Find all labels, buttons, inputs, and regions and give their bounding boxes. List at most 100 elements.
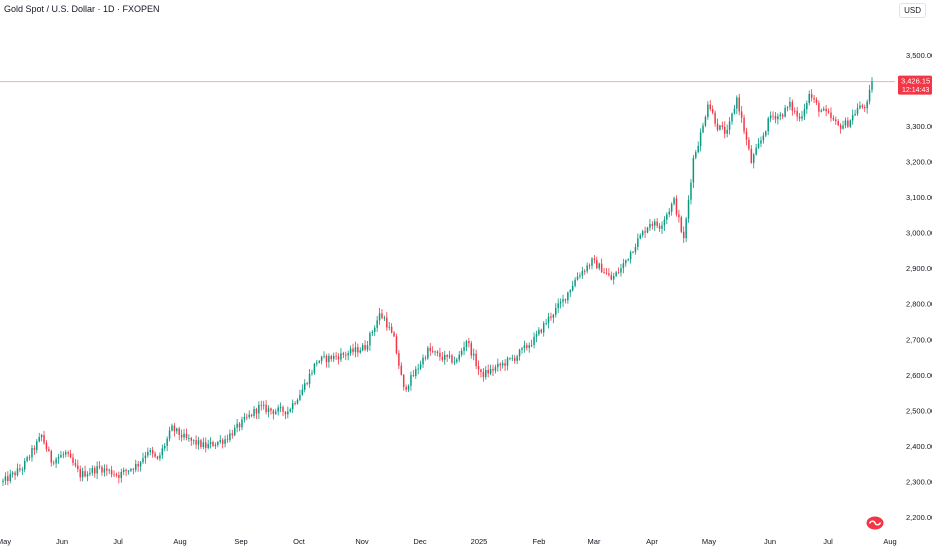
- y-tick-label: 2,500.00: [906, 406, 932, 415]
- candle-body: [661, 225, 663, 229]
- candle-body: [791, 101, 794, 111]
- candle-body: [345, 354, 347, 356]
- candle-body: [774, 115, 777, 120]
- candle-body: [282, 407, 284, 412]
- candle-body: [139, 462, 142, 467]
- candle-body: [830, 112, 832, 119]
- candle-body: [748, 139, 750, 149]
- x-tick-label: May: [0, 537, 11, 546]
- price-axis[interactable]: 2,200.00 2,300.00 2,400.00 2,500.00 2,600.00…: [906, 51, 932, 522]
- candle-body: [596, 259, 598, 269]
- candle-body: [762, 135, 765, 141]
- x-tick-label: Jun: [56, 537, 68, 546]
- currency-button[interactable]: USD: [899, 3, 926, 18]
- candle-body: [335, 355, 337, 357]
- candle-body: [371, 331, 374, 334]
- candle-body: [115, 474, 118, 476]
- candle-body: [591, 258, 593, 266]
- candle-body: [813, 97, 815, 100]
- candle-body: [427, 347, 429, 359]
- candle-body: [528, 345, 530, 348]
- candle-body: [835, 119, 837, 121]
- candle-body: [52, 462, 55, 464]
- candle-body: [163, 445, 166, 449]
- candle-body: [794, 110, 796, 112]
- candle-body: [443, 354, 446, 360]
- candle-body: [808, 94, 810, 103]
- candle-body: [868, 89, 871, 102]
- candle-body: [504, 363, 506, 366]
- candle-body: [270, 408, 272, 411]
- candle-body: [803, 109, 806, 117]
- candle-body: [260, 404, 263, 406]
- candle-body: [279, 407, 282, 408]
- candle-body: [837, 120, 839, 126]
- candle-body: [779, 114, 782, 117]
- candle-body: [571, 285, 574, 291]
- candle-body: [434, 351, 436, 353]
- candle-body: [422, 357, 424, 365]
- candle-body: [342, 353, 345, 355]
- candle-body: [586, 265, 588, 272]
- candle-body: [243, 416, 246, 420]
- candle-body: [98, 466, 101, 468]
- y-tick-label: 3,100.00: [906, 193, 932, 202]
- candle-body: [110, 469, 113, 475]
- candle-body: [487, 369, 489, 374]
- candle-body: [436, 351, 439, 353]
- candle-body: [750, 148, 753, 163]
- candle-body: [654, 221, 656, 226]
- candle-body: [634, 247, 637, 252]
- candle-body: [161, 448, 164, 456]
- candle-body: [205, 442, 207, 448]
- candle-body: [337, 356, 340, 360]
- candle-body: [501, 363, 504, 366]
- candle-body: [347, 353, 349, 356]
- x-tick-label: 2025: [471, 537, 488, 546]
- candle-body: [733, 108, 736, 114]
- candle-body: [197, 440, 200, 445]
- candle-body: [765, 131, 767, 136]
- candle-body: [699, 132, 702, 147]
- candle-body: [714, 112, 716, 124]
- price-tag-box: [898, 75, 932, 95]
- candle-body: [731, 113, 733, 122]
- candle-body: [217, 442, 219, 445]
- candle-body: [106, 468, 108, 471]
- candle-body: [456, 359, 458, 362]
- candle-body: [357, 347, 359, 353]
- candle-body: [859, 105, 861, 109]
- candle-body: [383, 317, 386, 319]
- candle-body: [258, 404, 260, 414]
- candle-body: [562, 299, 564, 302]
- candle-body: [412, 375, 415, 376]
- candle-body: [125, 469, 127, 472]
- candle-body: [45, 442, 48, 450]
- candle-body: [552, 314, 555, 318]
- time-axis[interactable]: May Jun Jul Aug Sep Oct Nov Dec 2025 Feb Mar Apr May…: [0, 537, 897, 546]
- candle-body: [207, 444, 209, 448]
- candle-body: [359, 350, 362, 353]
- candle-body: [405, 386, 407, 390]
- candle-body: [364, 345, 366, 350]
- candle-body: [827, 111, 830, 113]
- tradingview-logo-icon[interactable]: [866, 516, 884, 530]
- candle-body: [497, 363, 499, 368]
- candle-body: [209, 442, 212, 445]
- candle-body: [605, 272, 608, 274]
- candle-body: [692, 157, 695, 183]
- candle-body: [291, 403, 294, 410]
- candle-body: [200, 440, 202, 447]
- candle-body: [617, 272, 620, 274]
- candle-body: [711, 109, 714, 113]
- candle-body: [475, 353, 477, 367]
- y-tick-label: 2,300.00: [906, 478, 932, 487]
- candle-body: [224, 439, 226, 444]
- candle-body: [637, 238, 639, 248]
- candle-body: [308, 373, 311, 384]
- candle-body: [43, 435, 45, 443]
- candle-body: [255, 409, 258, 414]
- candle-body: [728, 121, 731, 130]
